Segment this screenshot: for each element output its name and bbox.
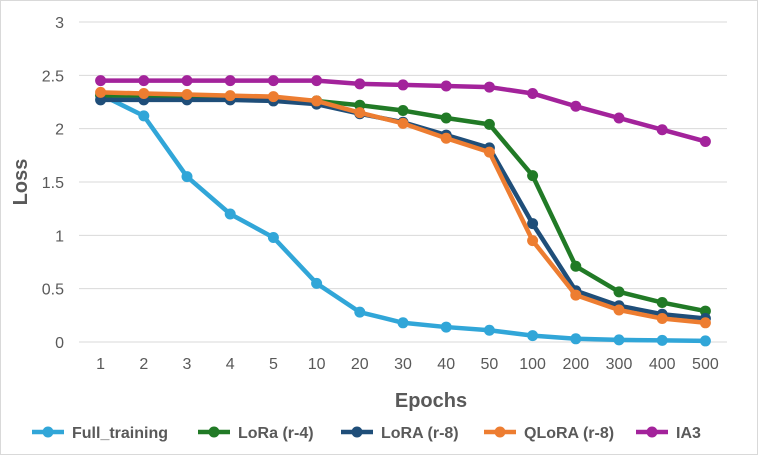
x-tick-label: 200 [562, 356, 589, 373]
y-tick-label: 0.5 [42, 282, 64, 299]
data-point [656, 297, 668, 309]
data-point [440, 132, 452, 144]
legend-item: Full_training [32, 425, 168, 442]
series-4 [95, 75, 711, 147]
data-point [570, 333, 582, 345]
x-tick-label: 500 [692, 356, 719, 373]
series-line [100, 97, 706, 321]
y-tick-labels: 0 0.5 1 1.5 2 2.5 3 [42, 15, 64, 352]
legend-label: LoRA (r-8) [381, 425, 459, 442]
data-point [656, 124, 668, 136]
data-point [527, 87, 539, 99]
x-axis-title: Epochs [395, 390, 467, 412]
data-point [570, 289, 582, 301]
data-point [527, 170, 539, 182]
legend-marker [646, 426, 658, 438]
data-point [656, 334, 668, 346]
data-point [483, 324, 495, 336]
data-point [224, 90, 236, 102]
x-tick-label: 100 [519, 356, 546, 373]
data-point [138, 75, 150, 87]
data-point [95, 75, 107, 87]
legend-label: IA3 [676, 425, 701, 442]
data-point [699, 317, 711, 329]
data-point [699, 335, 711, 347]
y-tick-label: 1.5 [42, 175, 64, 192]
series-lines [95, 75, 711, 347]
data-point [397, 79, 409, 91]
x-tick-label: 4 [226, 356, 235, 373]
data-point [613, 334, 625, 346]
x-tick-label: 3 [183, 356, 192, 373]
x-tick-labels: 1 2 3 4 5 10 20 30 40 50 100 200 300 400 500 [96, 356, 719, 373]
data-point [397, 105, 409, 117]
series-3 [95, 86, 711, 329]
data-point [570, 260, 582, 272]
data-point [311, 277, 323, 289]
legend-item: QLoRA (r-8) [484, 425, 614, 442]
y-tick-label: 2.5 [42, 68, 64, 85]
legend-label: LoRa (r-4) [238, 425, 314, 442]
data-point [397, 317, 409, 329]
x-tick-label: 2 [139, 356, 148, 373]
data-point [311, 75, 323, 87]
data-point [656, 313, 668, 325]
x-tick-label: 400 [649, 356, 676, 373]
y-tick-label: 0 [55, 335, 64, 352]
legend-label: Full_training [72, 425, 168, 442]
legend: Full_training LoRa (r-4) LoRA (r-8) QLoRA (… [32, 425, 701, 442]
data-point [527, 330, 539, 342]
data-point [311, 95, 323, 107]
data-point [138, 87, 150, 99]
legend-label: QLoRA (r-8) [524, 425, 614, 442]
data-point [354, 78, 366, 90]
y-tick-label: 2 [55, 122, 64, 139]
legend-marker [208, 426, 220, 438]
data-point [483, 146, 495, 158]
x-tick-label: 300 [606, 356, 633, 373]
data-point [181, 75, 193, 87]
legend-marker [351, 426, 363, 438]
x-tick-label: 10 [308, 356, 326, 373]
x-tick-label: 40 [437, 356, 455, 373]
y-tick-label: 1 [55, 228, 64, 245]
data-point [267, 91, 279, 103]
data-point [613, 304, 625, 316]
data-point [699, 135, 711, 147]
data-point [181, 89, 193, 101]
data-point [397, 117, 409, 129]
data-point [267, 75, 279, 87]
data-point [440, 321, 452, 333]
data-point [527, 235, 539, 247]
data-point [267, 231, 279, 243]
data-point [527, 218, 539, 230]
data-point [440, 112, 452, 124]
legend-item: LoRa (r-4) [198, 425, 314, 442]
x-tick-label: 30 [394, 356, 412, 373]
x-tick-label: 5 [269, 356, 278, 373]
data-point [613, 286, 625, 298]
data-point [613, 112, 625, 124]
data-point [483, 118, 495, 130]
x-tick-label: 50 [481, 356, 499, 373]
data-point [224, 208, 236, 220]
x-tick-label: 20 [351, 356, 369, 373]
legend-marker [42, 426, 54, 438]
data-point [483, 81, 495, 93]
data-point [570, 100, 582, 112]
legend-item: IA3 [636, 425, 701, 442]
y-tick-label: 3 [55, 15, 64, 32]
data-point [354, 107, 366, 119]
legend-marker [494, 426, 506, 438]
data-point [440, 80, 452, 92]
data-point [354, 306, 366, 318]
data-point [138, 110, 150, 122]
y-axis-title: Loss [10, 159, 32, 206]
data-point [181, 171, 193, 183]
data-point [224, 75, 236, 87]
data-point [95, 86, 107, 98]
x-tick-label: 1 [96, 356, 105, 373]
legend-item: LoRA (r-8) [341, 425, 459, 442]
